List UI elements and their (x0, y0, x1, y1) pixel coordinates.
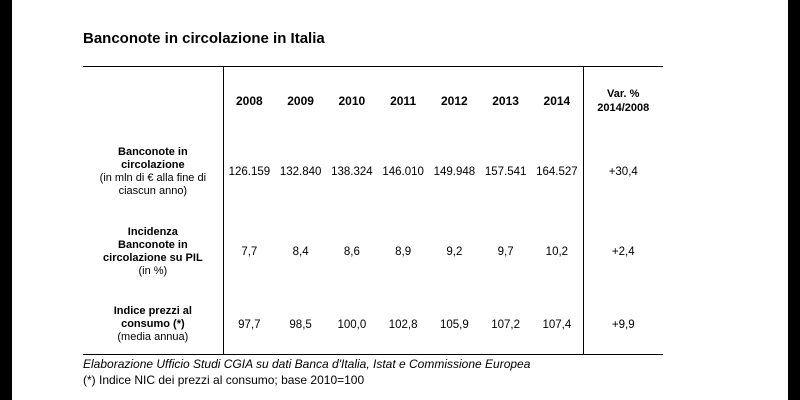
table-row: Banconote in circolazione (in mln di € a… (83, 135, 663, 209)
data-table: 2008 2009 2010 2011 2012 2013 2014 Var. … (83, 66, 663, 355)
row-label: Banconote in circolazione (in mln di € a… (83, 135, 224, 209)
header-year-2013: 2013 (492, 94, 519, 108)
header-year-2009: 2009 (287, 94, 314, 108)
row-label-main: Banconote in (118, 146, 188, 158)
value-cell: 157.541 (484, 166, 527, 178)
value-cell: 107,4 (542, 318, 572, 331)
header-var-line1: Var. % (607, 88, 640, 100)
var-cell: +9,9 (582, 295, 663, 355)
row-label-main: Banconote in (118, 239, 188, 251)
value-cell: 10,2 (545, 246, 569, 258)
value-cell: 97,7 (238, 318, 261, 331)
var-cell: +30,4 (582, 135, 663, 209)
row-label-main: circolazione (121, 159, 185, 171)
header-year-2014: 2014 (543, 94, 571, 108)
row-label: Indice prezzi al consumo (*) (media annu… (83, 295, 224, 355)
value-cell: 149.948 (433, 166, 476, 178)
document-page: Banconote in circolazione in Italia 2008… (12, 0, 788, 400)
header-var-line2: 2014/2008 (597, 102, 650, 114)
value-cell: 9,7 (497, 246, 514, 258)
table-header-row: 2008 2009 2010 2011 2012 2013 2014 Var. … (83, 66, 663, 135)
header-year-2010: 2010 (338, 94, 366, 108)
footnote: (*) Indice NIC dei prezzi al consumo; ba… (83, 373, 365, 387)
row-label-sub: (media annua) (117, 331, 189, 343)
table-row: Incidenza Banconote in circolazione su P… (83, 209, 663, 295)
value-cell: 146.010 (382, 166, 424, 178)
row-label-main: circolazione su PIL (103, 252, 203, 264)
table-row: Indice prezzi al consumo (*) (media annu… (83, 295, 663, 355)
value-cell: 126.159 (228, 166, 271, 178)
value-cell: 7,7 (241, 246, 258, 258)
source-note: Elaborazione Ufficio Studi CGIA su dati … (83, 357, 531, 371)
value-cell: 8,6 (343, 246, 360, 258)
value-cell: 138.324 (331, 166, 373, 178)
header-year-2012: 2012 (441, 94, 468, 108)
header-year-2008: 2008 (236, 94, 263, 108)
table-title: Banconote in circolazione in Italia (83, 30, 325, 47)
row-label-main: Indice prezzi al (113, 305, 192, 317)
row-label-main: consumo (*) (121, 318, 185, 330)
row-label-sub: (in mln di € alla fine di (99, 172, 207, 184)
value-cell: 100,0 (337, 318, 367, 331)
var-cell: +2,4 (582, 209, 663, 295)
value-cell: 102,8 (388, 318, 418, 331)
value-cell: 98,5 (289, 318, 312, 331)
row-label-sub: (in %) (138, 265, 168, 277)
value-cell: 107,2 (491, 318, 520, 331)
value-cell: 105,9 (439, 318, 469, 331)
row-label-main: Incidenza (127, 226, 178, 238)
value-cell: 8,9 (395, 246, 412, 258)
header-year-2011: 2011 (390, 94, 417, 108)
value-cell: 164.527 (536, 166, 578, 178)
header-label-cell (83, 66, 224, 135)
row-label: Incidenza Banconote in circolazione su P… (83, 209, 224, 295)
row-label-sub: ciascun anno) (118, 185, 188, 197)
header-var: Var. % 2014/2008 (582, 66, 663, 135)
value-cell: 132.840 (279, 166, 322, 178)
value-cell: 8,4 (292, 246, 309, 258)
value-cell: 9,2 (446, 246, 463, 258)
